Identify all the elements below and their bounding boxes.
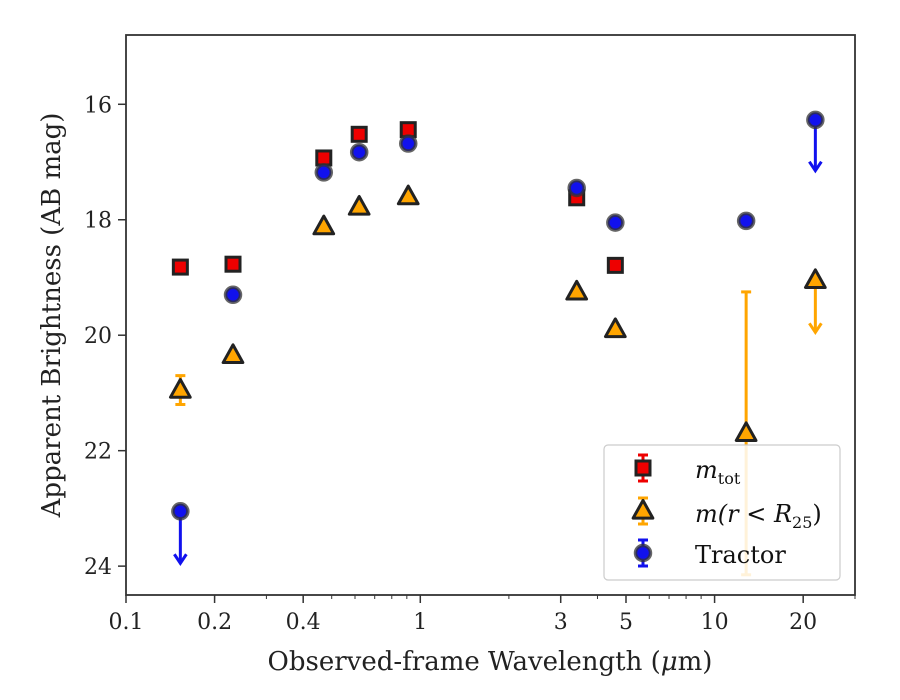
y-tick-label-0: 16: [84, 93, 112, 118]
x-tick-label-1: 0.2: [197, 610, 232, 635]
square-point-6: [606, 256, 624, 274]
square-point-1: [224, 255, 242, 273]
legend-triangle-marker: [631, 498, 655, 520]
data-points: [168, 110, 827, 577]
circle-point-4: [398, 134, 418, 153]
triangle-point-4: [396, 184, 420, 206]
legend-label-mr: m(r < R25): [695, 500, 822, 532]
y-tick-label-2: 20: [84, 324, 112, 349]
y-tick-label-1: 18: [84, 209, 112, 234]
series-circle: [171, 110, 825, 566]
legend-square-marker: [634, 459, 652, 477]
upper-limit-arrow-head: [808, 322, 823, 336]
x-tick-label-3: 1: [413, 610, 427, 635]
legend-circle-marker: [633, 543, 653, 563]
square-point-3: [350, 125, 368, 143]
x-axis-label: Observed-frame Wavelength (μm): [268, 647, 713, 677]
legend-label-mtot: mtot: [695, 456, 741, 488]
triangle-point-6: [603, 317, 627, 339]
square-point-0: [171, 258, 189, 276]
circle-point-3: [349, 142, 369, 162]
y-axis-label: Apparent Brightness (AB mag): [37, 113, 67, 519]
circle-point-7: [736, 211, 756, 231]
circle-point-6: [606, 213, 625, 232]
x-tick-label-7: 20: [789, 610, 817, 635]
triangle-point-0: [168, 378, 192, 399]
circle-point-2: [314, 163, 334, 182]
legend-label-tractor: Tractor: [695, 541, 786, 569]
circle-point-5: [567, 178, 586, 198]
upper-limit-arrow-head: [808, 160, 823, 174]
legend-box: [603, 444, 841, 581]
circle-point-0: [171, 502, 190, 521]
series-triangle: [168, 184, 827, 577]
triangle-point-8: [803, 268, 827, 290]
y-tick-label-4: 24: [84, 555, 112, 580]
axis-ticks: 0.1 0.2 0.4 1 3 5 10 20 16 18 20 22 24: [84, 93, 856, 635]
upper-limit-arrow-head: [173, 553, 188, 566]
legend: mtot m(r < R25) Tractor: [603, 444, 841, 581]
triangle-point-2: [312, 214, 336, 236]
circle-point-8: [806, 110, 825, 130]
series-square: [171, 121, 624, 276]
legend-markers: [631, 453, 655, 568]
square-point-2: [315, 149, 333, 167]
triangle-point-7: [734, 421, 758, 442]
x-tick-label-2: 0.4: [286, 610, 321, 635]
triangle-point-5: [565, 279, 589, 301]
triangle-point-3: [347, 195, 371, 216]
x-tick-label-0: 0.1: [109, 610, 144, 635]
y-tick-label-3: 22: [84, 440, 112, 465]
triangle-point-1: [221, 343, 245, 365]
x-tick-label-4: 3: [554, 610, 568, 635]
x-tick-label-5: 5: [619, 610, 633, 635]
circle-point-1: [223, 285, 243, 305]
x-tick-label-6: 10: [701, 610, 729, 635]
